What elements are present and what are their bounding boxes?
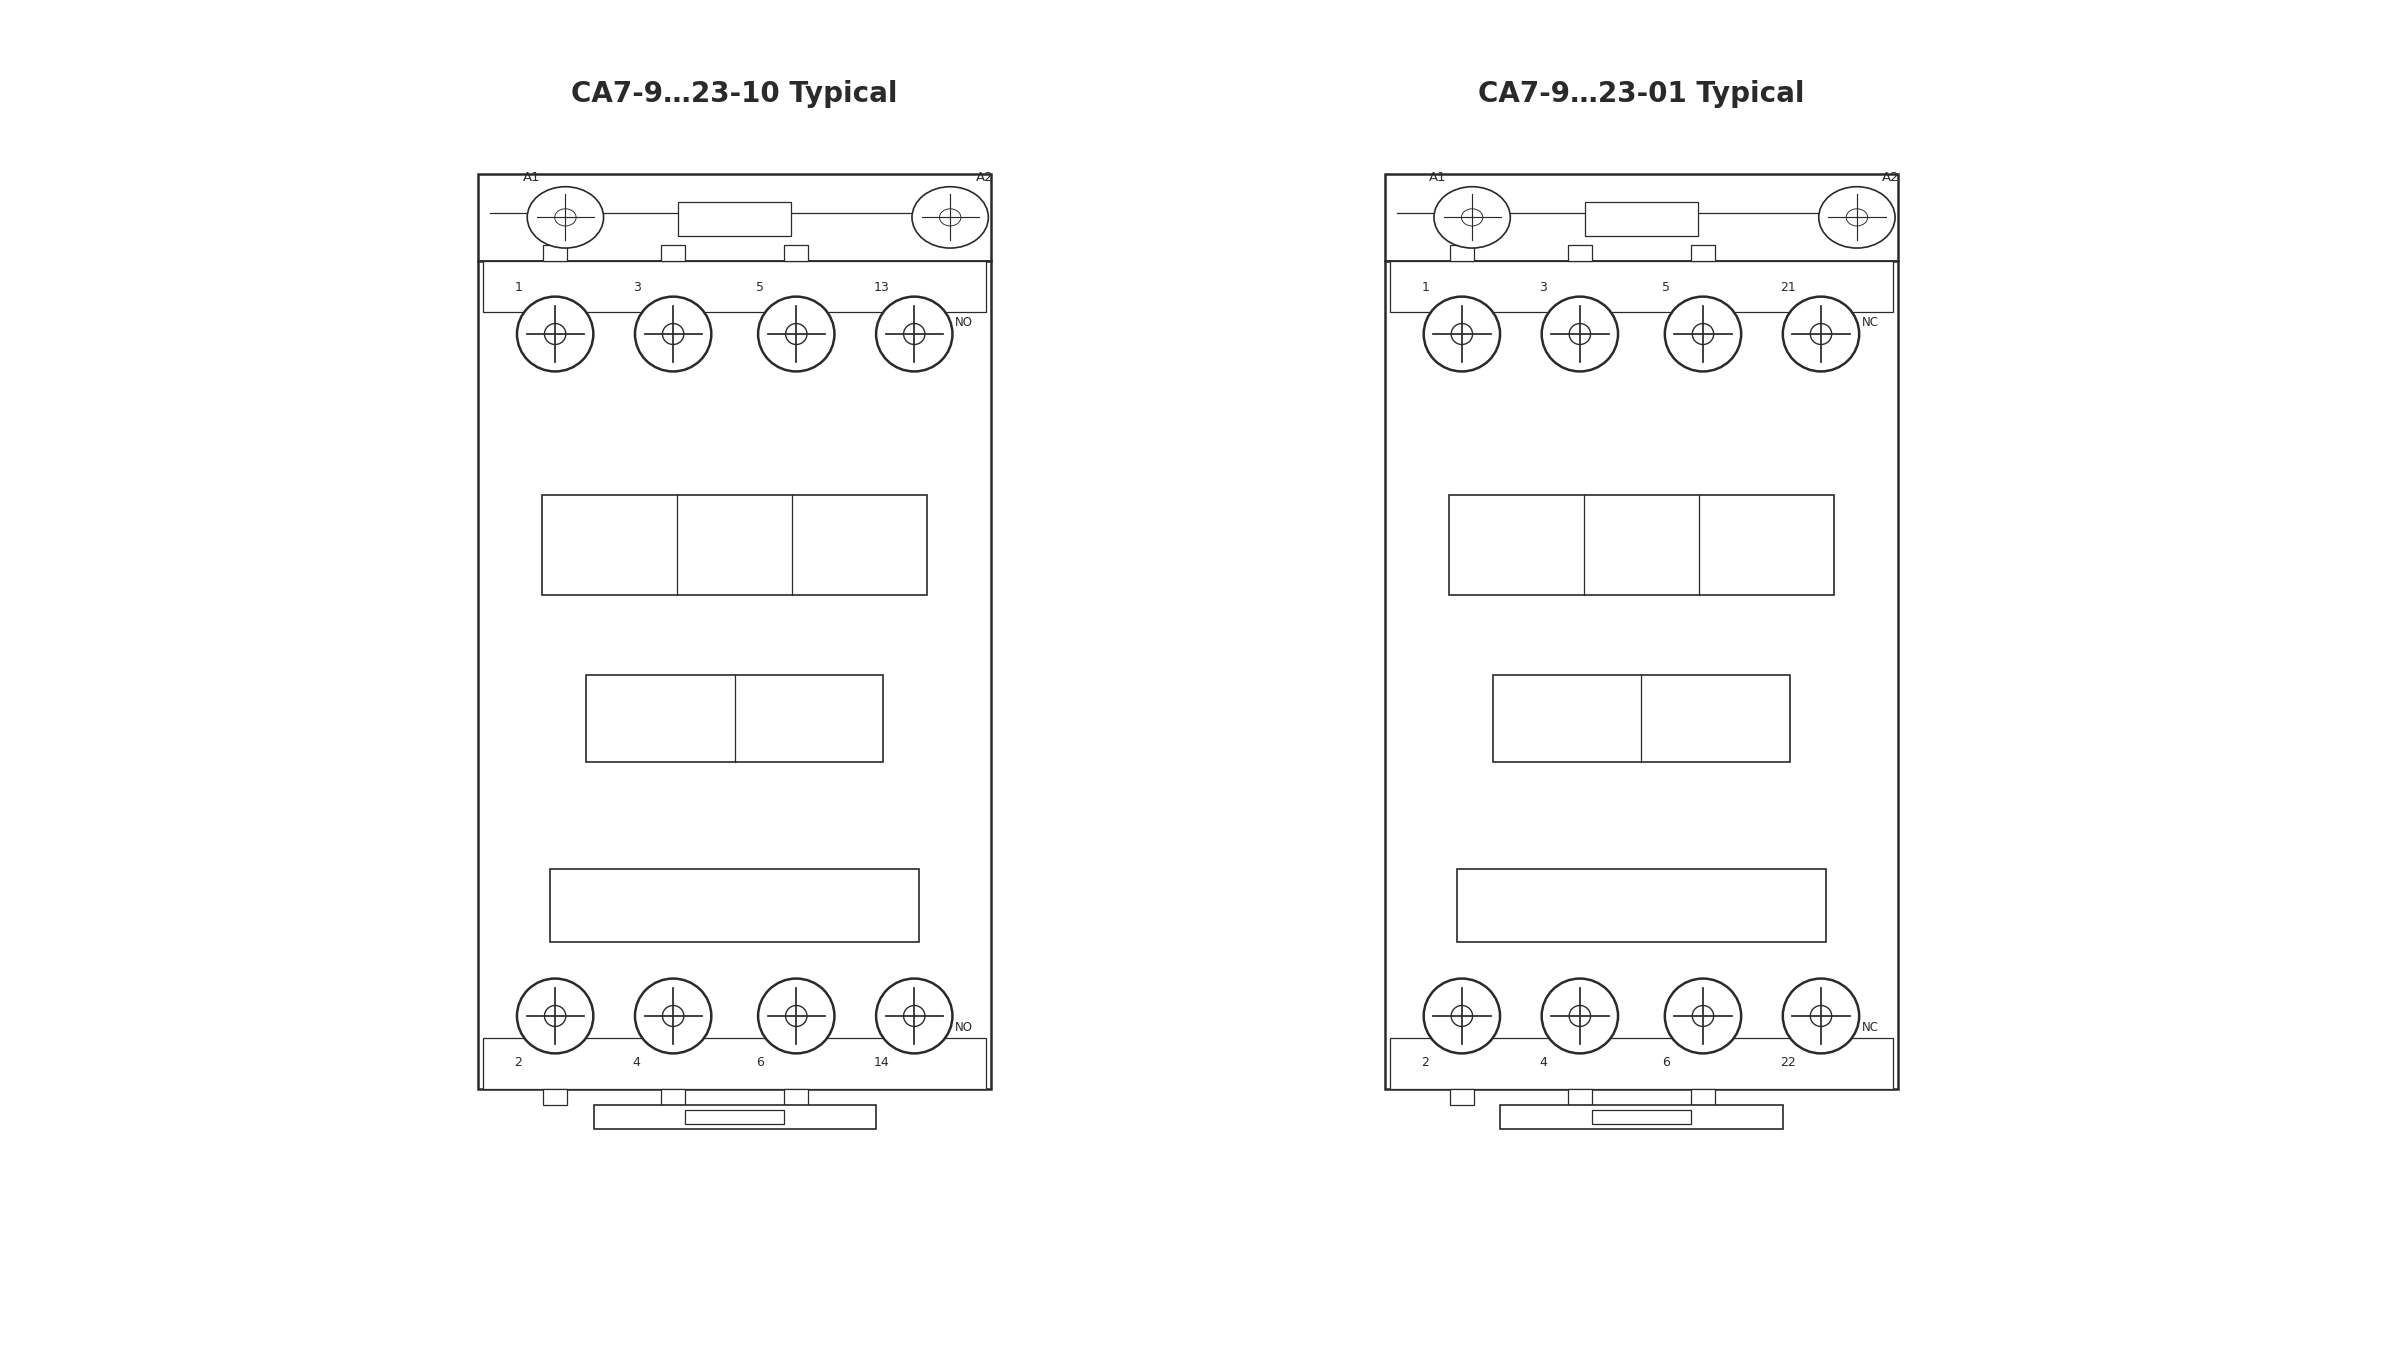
Ellipse shape	[1819, 186, 1896, 248]
Bar	[679, 201, 792, 236]
Ellipse shape	[516, 979, 593, 1053]
Text: A1: A1	[523, 171, 540, 184]
Bar	[478, 174, 991, 261]
Bar	[593, 1106, 876, 1130]
Ellipse shape	[1666, 979, 1740, 1053]
Bar	[1567, 244, 1591, 261]
Text: 5: 5	[756, 281, 763, 294]
Bar	[662, 1089, 684, 1106]
Ellipse shape	[636, 297, 710, 371]
Bar	[1692, 244, 1716, 261]
Text: T2: T2	[1591, 1006, 1603, 1015]
Text: L1: L1	[1474, 324, 1486, 333]
Bar	[1500, 1106, 1783, 1130]
Text: T2: T2	[684, 1006, 698, 1015]
FancyBboxPatch shape	[1385, 261, 1898, 1089]
Bar	[785, 1089, 809, 1106]
Ellipse shape	[516, 297, 593, 371]
Ellipse shape	[1783, 297, 1860, 371]
Ellipse shape	[1541, 297, 1618, 371]
Bar	[550, 869, 919, 942]
Text: NC: NC	[1862, 316, 1879, 329]
Text: L2: L2	[1591, 324, 1603, 333]
Bar	[1493, 675, 1790, 761]
FancyBboxPatch shape	[478, 261, 991, 1089]
Bar	[542, 494, 926, 595]
Ellipse shape	[758, 979, 835, 1053]
Text: 6: 6	[756, 1056, 763, 1069]
Text: 22: 22	[1781, 1056, 1795, 1069]
Text: T3: T3	[1714, 1006, 1728, 1015]
Ellipse shape	[1541, 979, 1618, 1053]
Bar	[1450, 1089, 1474, 1106]
Text: NO: NO	[955, 316, 972, 329]
Bar	[482, 1038, 986, 1089]
Text: 1: 1	[1421, 281, 1428, 294]
Bar	[542, 244, 566, 261]
Ellipse shape	[912, 186, 989, 248]
Text: 14: 14	[874, 1056, 890, 1069]
Text: NO: NO	[955, 1021, 972, 1034]
Text: 4: 4	[1538, 1056, 1548, 1069]
Bar	[1457, 869, 1826, 942]
Ellipse shape	[1783, 979, 1860, 1053]
Text: T1: T1	[1474, 1006, 1486, 1015]
Text: 3: 3	[634, 281, 641, 294]
Text: 13: 13	[874, 281, 890, 294]
Text: 2: 2	[1421, 1056, 1428, 1069]
Text: 6: 6	[1663, 1056, 1670, 1069]
Bar	[542, 1089, 566, 1106]
Text: 4: 4	[634, 1056, 641, 1069]
Text: A2: A2	[974, 171, 994, 184]
Bar	[1450, 494, 1834, 595]
Text: NC: NC	[1862, 1021, 1879, 1034]
Text: L1: L1	[566, 324, 578, 333]
Text: T1: T1	[566, 1006, 578, 1015]
Ellipse shape	[636, 979, 710, 1053]
Bar	[482, 261, 986, 312]
Bar	[1584, 201, 1697, 236]
Text: 5: 5	[1663, 281, 1670, 294]
Text: CA7-9…23-10 Typical: CA7-9…23-10 Typical	[571, 80, 898, 108]
Bar	[1390, 1038, 1894, 1089]
Text: L3: L3	[809, 324, 821, 333]
Text: 2: 2	[514, 1056, 523, 1069]
Ellipse shape	[1423, 297, 1500, 371]
Ellipse shape	[1423, 979, 1500, 1053]
Bar	[1385, 174, 1898, 261]
Text: 1: 1	[514, 281, 523, 294]
Text: CA7-9…23-01 Typical: CA7-9…23-01 Typical	[1478, 80, 1805, 108]
Text: 21: 21	[1781, 281, 1795, 294]
Bar	[586, 675, 883, 761]
Bar	[686, 1110, 785, 1125]
Ellipse shape	[876, 297, 953, 371]
Text: A1: A1	[1428, 171, 1447, 184]
Ellipse shape	[876, 979, 953, 1053]
Ellipse shape	[1666, 297, 1740, 371]
Bar	[1692, 1089, 1716, 1106]
Ellipse shape	[758, 297, 835, 371]
Ellipse shape	[1433, 186, 1510, 248]
Bar	[785, 244, 809, 261]
Text: L2: L2	[684, 324, 696, 333]
Text: A2: A2	[1882, 171, 1901, 184]
Bar	[1450, 244, 1474, 261]
Text: 3: 3	[1538, 281, 1548, 294]
Ellipse shape	[528, 186, 602, 248]
Text: L3: L3	[1714, 324, 1728, 333]
Bar	[1591, 1110, 1692, 1125]
Bar	[1390, 261, 1894, 312]
Bar	[1567, 1089, 1591, 1106]
Bar	[662, 244, 684, 261]
Text: T3: T3	[809, 1006, 821, 1015]
